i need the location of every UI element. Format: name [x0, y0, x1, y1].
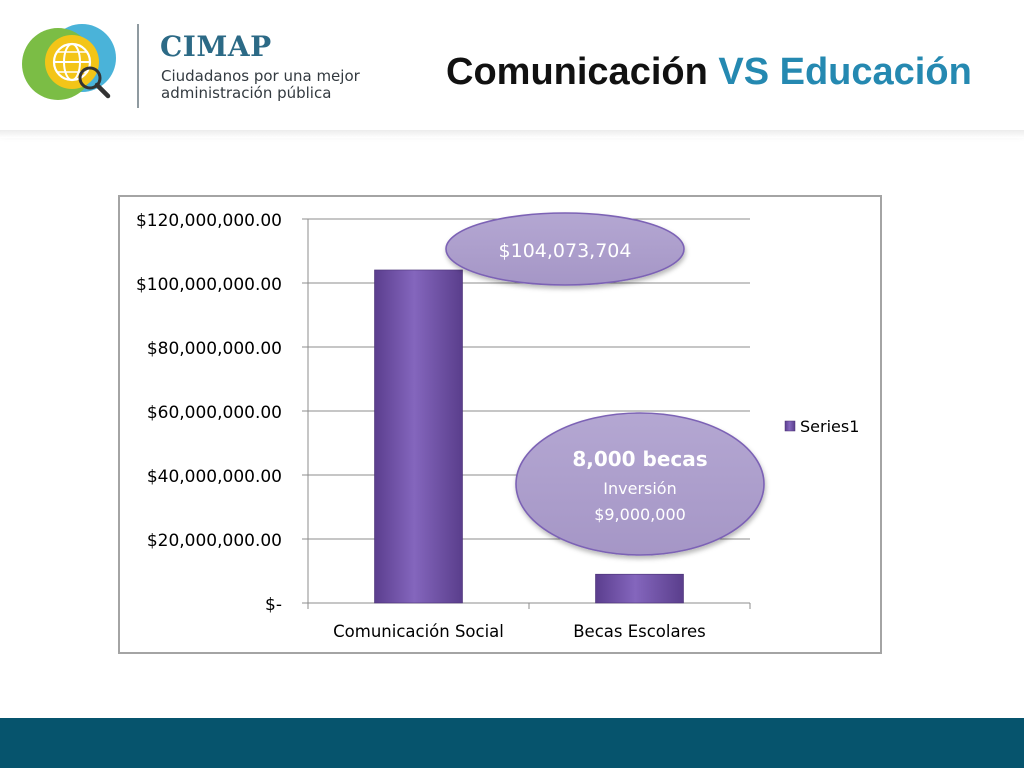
legend-swatch: [784, 420, 796, 432]
y-tick-label: $120,000,000.00: [136, 211, 282, 231]
slide-title: Comunicación VS Educación: [446, 50, 972, 94]
title-part-vs-educacion: VS Educación: [718, 51, 972, 93]
bar-comunicacion-social: [374, 269, 463, 604]
callout-becas-bubble: [515, 412, 765, 556]
y-tick-label: $40,000,000.00: [147, 467, 282, 487]
bar-chart: $- $20,000,000.00 $40,000,000.00 $60,000,00…: [136, 211, 859, 641]
callout-becas-heading: 8,000 becas: [572, 447, 707, 471]
title-part-comunicacion: Comunicación: [446, 51, 708, 93]
callout-top-value: $104,073,704: [499, 240, 632, 262]
y-tick-label: $80,000,000.00: [147, 339, 282, 359]
logo-tagline: Ciudadanos por una mejor administración …: [161, 67, 360, 102]
header-shadow: [0, 130, 1024, 138]
chart-frame: $- $20,000,000.00 $40,000,000.00 $60,000,00…: [118, 195, 882, 654]
cimap-logo-icon: [22, 24, 116, 100]
y-tick-label: $100,000,000.00: [136, 275, 282, 295]
callout-top-bubble: [445, 212, 685, 286]
y-tick-label: $60,000,000.00: [147, 403, 282, 423]
y-tick-label: $20,000,000.00: [147, 531, 282, 551]
callout-becas-line1: Inversión: [603, 479, 676, 498]
slide-header: CIMAP Ciudadanos por una mejor administr…: [0, 0, 1024, 130]
logo-name: CIMAP: [160, 30, 272, 63]
y-tick-label: $-: [265, 595, 282, 615]
x-tick-label: Becas Escolares: [573, 622, 706, 641]
bar-becas-escolares: [595, 573, 684, 604]
x-tick-label: Comunicación Social: [333, 622, 504, 641]
logo-divider: [137, 24, 139, 108]
footer-bar: [0, 718, 1024, 768]
legend-label: Series1: [800, 417, 859, 436]
callout-becas-line2: $9,000,000: [594, 505, 686, 524]
